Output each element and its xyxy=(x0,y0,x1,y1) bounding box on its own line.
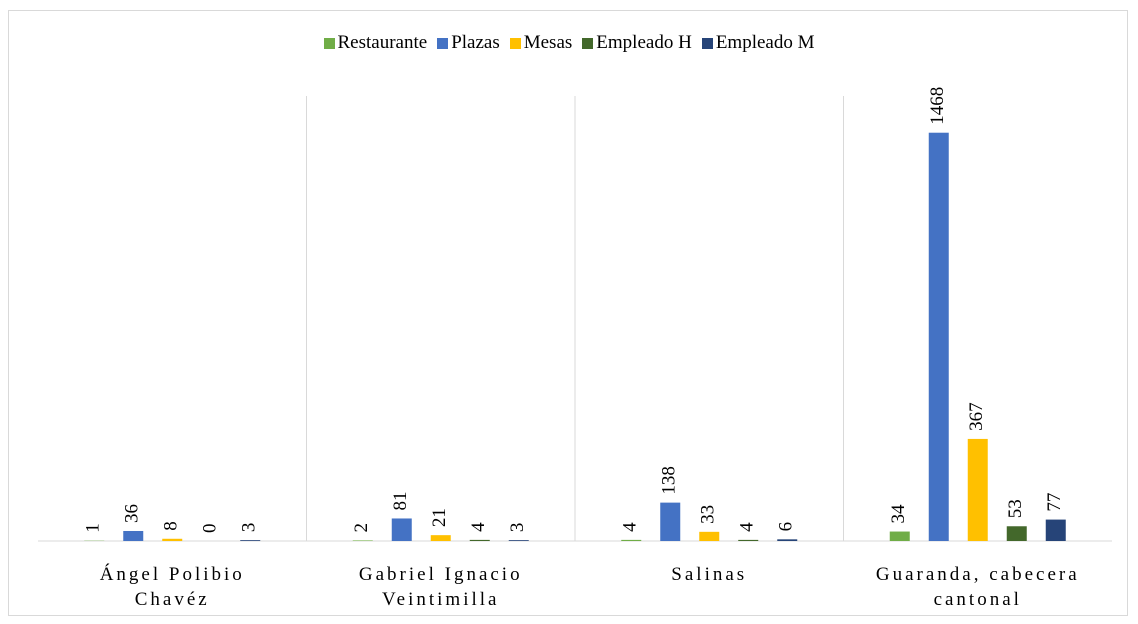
bar xyxy=(967,438,988,541)
legend-swatch xyxy=(323,37,335,49)
legend-item: Plazas xyxy=(437,32,500,54)
bar xyxy=(1006,526,1027,541)
data-label: 3 xyxy=(507,523,528,533)
data-label: 4 xyxy=(620,522,641,532)
data-label: 138 xyxy=(659,466,680,495)
data-label: 81 xyxy=(390,491,411,510)
x-tick-label: Salinas xyxy=(671,564,748,585)
bar xyxy=(621,539,642,541)
x-tick-label: Gabriel Ignacio Veintimilla xyxy=(358,564,523,610)
data-label: 6 xyxy=(776,522,797,532)
data-label: 1 xyxy=(83,523,104,533)
data-label: 33 xyxy=(698,505,719,524)
bar xyxy=(469,539,490,541)
legend-label: Mesas xyxy=(523,32,573,53)
legend-swatch xyxy=(437,37,449,49)
chart-frame xyxy=(8,10,1128,616)
legend-item: Mesas xyxy=(509,32,573,54)
legend-label: Restaurante xyxy=(337,32,428,53)
legend-label: Plazas xyxy=(451,32,500,53)
legend-item: Empleado M xyxy=(701,32,815,54)
bar xyxy=(699,531,720,541)
data-label: 4 xyxy=(468,522,489,532)
bar xyxy=(1045,519,1066,541)
data-label: 4 xyxy=(737,522,758,532)
bar xyxy=(889,531,910,541)
data-label: 0 xyxy=(200,524,221,534)
bar xyxy=(928,132,949,541)
legend: Restaurante Plazas Mesas Empleado H Empleado… xyxy=(0,32,1138,54)
data-label: 77 xyxy=(1044,493,1065,512)
bar xyxy=(162,538,183,541)
x-tick-label: Ángel Polibio Chavéz xyxy=(99,564,245,610)
data-label: 36 xyxy=(122,504,143,523)
x-tick-label: Guaranda, cabecera cantonal xyxy=(875,564,1080,610)
data-label: 8 xyxy=(161,521,182,531)
bar xyxy=(391,518,412,541)
data-label: 1468 xyxy=(927,87,948,125)
bar xyxy=(660,502,681,541)
data-label: 367 xyxy=(966,402,987,431)
bar xyxy=(430,535,451,541)
bar xyxy=(777,539,798,541)
bar xyxy=(352,540,373,541)
bar xyxy=(508,540,529,541)
data-label: 34 xyxy=(888,504,909,524)
legend-label: Empleado M xyxy=(715,32,815,53)
bar xyxy=(240,540,261,541)
data-label: 3 xyxy=(239,523,260,533)
data-label: 2 xyxy=(351,523,372,533)
data-label: 21 xyxy=(429,508,450,527)
legend-swatch xyxy=(582,37,594,49)
data-label: 53 xyxy=(1005,499,1026,518)
legend-label: Empleado H xyxy=(596,32,692,53)
legend-item: Restaurante xyxy=(323,32,428,54)
legend-swatch xyxy=(701,37,713,49)
bar xyxy=(123,530,144,541)
legend-item: Empleado H xyxy=(582,32,692,54)
bar xyxy=(738,539,759,541)
legend-swatch xyxy=(509,37,521,49)
